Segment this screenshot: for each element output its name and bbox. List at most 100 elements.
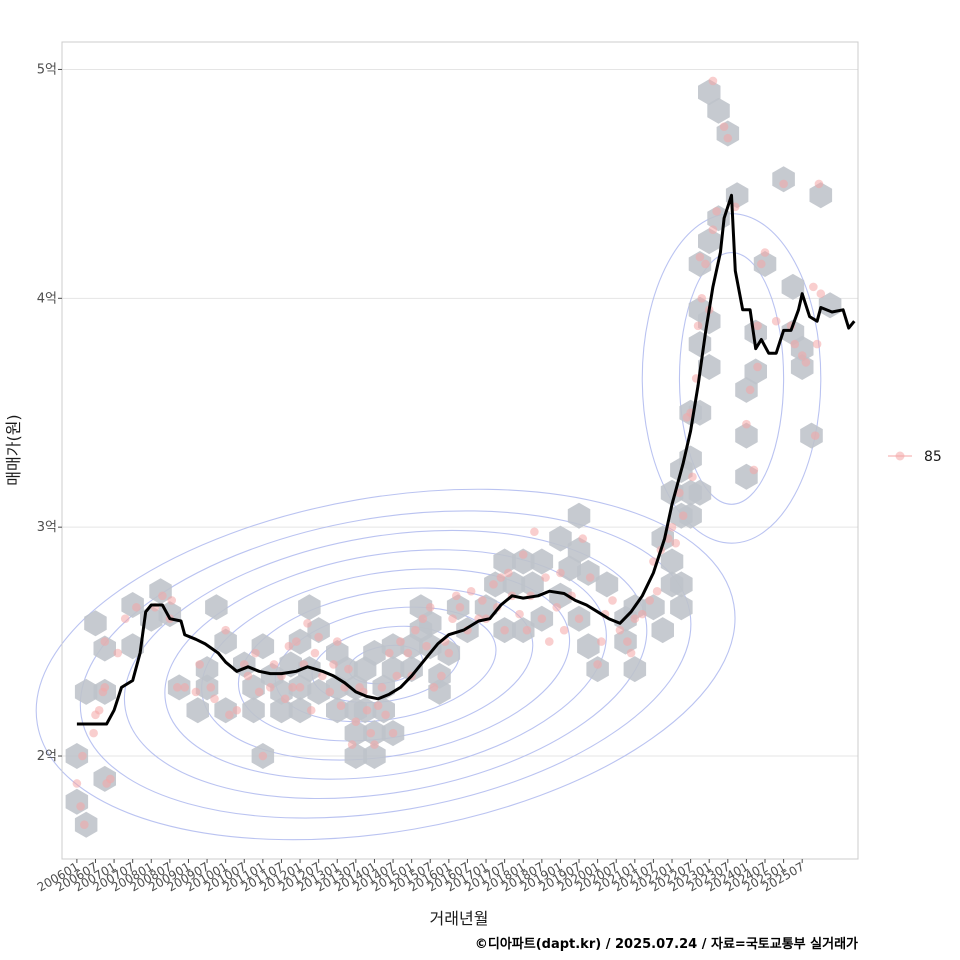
hexbin-cell [698, 228, 721, 255]
hexbin-cell [512, 548, 535, 575]
hexbin-cell [698, 308, 721, 335]
scatter-point [708, 225, 718, 234]
scatter-point [537, 614, 547, 624]
y-tick-label: 5억 [37, 62, 57, 77]
hexbin-cell [698, 79, 721, 106]
hexbin-cell [242, 697, 265, 724]
scatter-point [812, 339, 822, 349]
scatter-point [816, 289, 826, 299]
scatter-point [623, 637, 632, 646]
scatter-point [597, 637, 606, 646]
scatter-point [76, 802, 85, 811]
scatter-point [504, 568, 513, 578]
density-contour [678, 251, 785, 505]
y-tick-label: 3억 [37, 520, 57, 535]
x-axis-ticks: 2006012006072007012007072008012008072009… [35, 859, 807, 895]
hexbin-cell [586, 656, 609, 683]
scatter-point [496, 573, 506, 582]
scatter-point [760, 248, 770, 257]
scatter-point [295, 683, 305, 692]
hexbin-cell [186, 697, 209, 724]
scatter-point [325, 687, 335, 697]
hexbin-cell [288, 697, 312, 724]
scatter-point [385, 648, 394, 658]
scatter-point [753, 362, 762, 372]
scatter-point [336, 701, 346, 710]
scatter-point [167, 596, 177, 605]
scatter-point [530, 527, 539, 537]
hexbin-cell [577, 633, 600, 660]
scatter-point [466, 586, 476, 596]
x-axis-title: 거래년월 [430, 909, 489, 928]
hexbin-cell [623, 656, 647, 683]
hexbin-cell [502, 571, 526, 598]
scatter-point [113, 648, 123, 658]
line-layer [76, 193, 856, 726]
scatter-point [362, 705, 372, 715]
scatter-point [645, 596, 655, 605]
scatter-point [310, 648, 320, 658]
scatter-point [265, 683, 275, 692]
scatter-point [429, 683, 439, 692]
scatter-point [332, 637, 342, 646]
scatter-point [292, 637, 301, 646]
hexbin-cell [679, 502, 702, 529]
scatter-point [585, 573, 595, 582]
hexbin-cell [809, 182, 833, 209]
scatter-point [89, 728, 98, 738]
scatter-point [180, 683, 190, 692]
scatter-point [314, 632, 323, 642]
hexbin-cell [670, 594, 693, 621]
hexbin-cell [363, 743, 386, 769]
scatter-point [797, 351, 807, 360]
gridlines [62, 68, 858, 757]
scatter-point [518, 550, 528, 559]
scatter-point [120, 614, 130, 624]
scatter-point [652, 586, 662, 596]
hexbin-cell [298, 594, 321, 621]
scatter-point [593, 660, 602, 669]
scatter-point [675, 488, 684, 498]
scatter-point [195, 660, 204, 669]
scatter-point [693, 321, 703, 331]
scatter-point [280, 694, 290, 704]
hexbin-cell [549, 582, 572, 609]
scatter-point [225, 710, 234, 720]
scatter-point [347, 740, 357, 749]
scatter-point [158, 591, 167, 601]
hexbin-cell [493, 548, 516, 575]
scatter-point [678, 511, 688, 521]
y-tick-label: 4억 [37, 291, 57, 306]
scatter-point [78, 751, 87, 761]
scatter-point [723, 133, 733, 143]
hexbin-cell [688, 479, 712, 506]
scatter-point [72, 779, 82, 788]
scatter-point [615, 625, 625, 635]
scatter-point [749, 465, 759, 475]
scatter-point [574, 614, 584, 624]
scatter-point [425, 602, 435, 612]
scatter-point [411, 625, 420, 635]
hexbin-cell [707, 97, 730, 124]
scatter-point [608, 596, 617, 605]
hexbin-cell [660, 548, 684, 575]
hexbin-cell [781, 273, 805, 300]
hexbin-cell [670, 571, 693, 598]
scatter-point [210, 694, 219, 704]
hexbin-cell [74, 678, 98, 705]
scatter-point [541, 573, 550, 582]
series-line-moving-average [76, 193, 856, 726]
scatter-point [671, 538, 681, 548]
hexbin-cell [121, 633, 144, 660]
hexbin-cell [651, 525, 674, 552]
scatter-point [351, 717, 361, 726]
hexbin-cell [65, 743, 89, 769]
scatter-point [810, 431, 820, 440]
hexbin-cell [772, 166, 795, 193]
scatter-point [522, 625, 532, 635]
hexbin-cell [651, 617, 674, 644]
hexbin-cell [400, 656, 423, 683]
scatter-point [745, 385, 755, 395]
